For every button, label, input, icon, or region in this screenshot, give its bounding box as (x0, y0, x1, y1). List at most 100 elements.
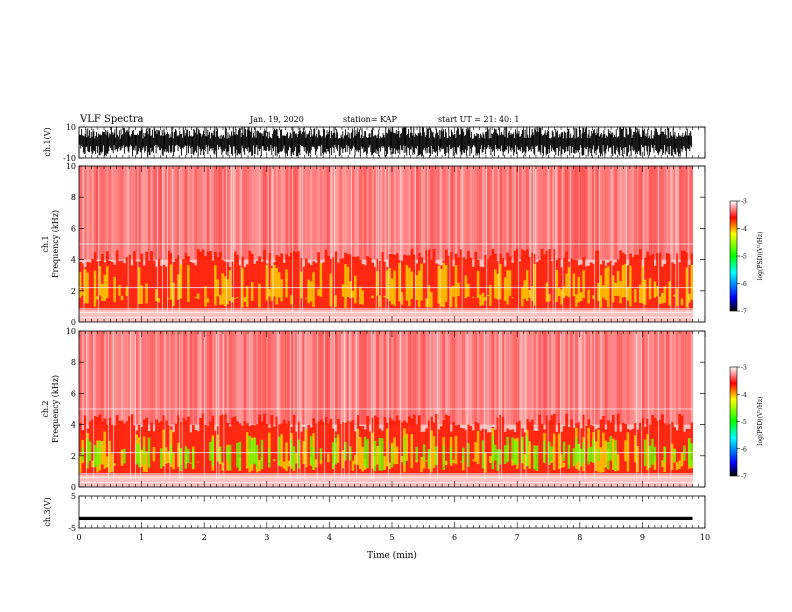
spectrogram-column (322, 331, 325, 425)
spectrogram-column (341, 166, 345, 260)
spectrogram-column (417, 166, 421, 260)
spectrogram-column (125, 286, 129, 297)
spectrogram-column (371, 166, 375, 260)
spectrogram-column (110, 166, 114, 260)
spectrogram-column (656, 166, 659, 260)
spectrogram-column (285, 269, 289, 298)
spectrogram-column (435, 414, 438, 475)
spectrogram-column (415, 446, 419, 461)
spectrogram-column (609, 436, 613, 461)
spectrogram-column (253, 437, 257, 465)
spectrogram-column (567, 444, 571, 469)
spectrogram-column (91, 259, 95, 310)
spectrogram-column (162, 264, 166, 310)
spectrogram-column (152, 166, 156, 260)
spectrogram-column (641, 166, 645, 260)
spectrogram-column (663, 446, 667, 463)
spectrogram-column (341, 331, 345, 425)
spectrogram-column (683, 166, 686, 260)
spectrogram-column (334, 331, 338, 425)
spectrogram-column (548, 249, 551, 310)
spectrogram-column (304, 166, 308, 260)
spectrogram-column (589, 166, 593, 260)
x-tick-label: 1 (139, 533, 144, 542)
spectrogram-column (575, 166, 578, 260)
spectrogram-column (378, 438, 382, 471)
spectrogram-column (300, 331, 303, 425)
spectrogram-column (125, 166, 129, 260)
spectrogram-column (356, 166, 360, 260)
spectrogram-column (361, 331, 365, 425)
spectrogram-column (427, 449, 431, 467)
spectrogram-column (133, 331, 136, 425)
spectrogram-column (376, 166, 379, 260)
spectrogram-column (543, 166, 546, 260)
spectrogram-column (236, 254, 239, 310)
spectrogram-column (270, 166, 274, 260)
spectrogram-column (125, 256, 129, 310)
spectrogram-column (437, 331, 441, 425)
spectrogram-column (641, 418, 645, 475)
spectrogram-column (150, 422, 153, 475)
spectrogram-column (560, 454, 564, 468)
colorbar-tick-label: -4 (741, 226, 747, 233)
spectrogram-column (287, 256, 291, 310)
spectrogram-column (567, 331, 571, 425)
y-tick-label: 8 (71, 193, 76, 202)
spectrogram-column (182, 166, 185, 260)
spectrogram-column (383, 331, 387, 425)
spectrogram-column (494, 269, 497, 299)
spectrogram-column (624, 263, 627, 298)
spectrogram-column (690, 443, 694, 467)
spectrogram-column (604, 166, 608, 260)
spectrogram-column (194, 166, 198, 260)
spectrogram-column (398, 331, 402, 425)
spectrogram-column (191, 448, 195, 469)
spectrogram-column (160, 421, 163, 475)
spectrogram-column (597, 282, 600, 301)
ch3-voltage-axis-label: ch.3(V) (43, 497, 52, 526)
spectrogram-column (130, 331, 134, 425)
spectrogram-column (665, 166, 669, 260)
spectrogram-column (177, 166, 180, 260)
spectrogram-column (135, 331, 139, 425)
spectrogram-column (462, 455, 465, 471)
spectrogram-column (378, 260, 382, 310)
spectrogram-column (383, 417, 387, 475)
spectrogram-column (93, 331, 97, 425)
spectrogram-column (167, 331, 171, 425)
spectrogram-column (351, 166, 355, 260)
spectrogram-column (309, 436, 313, 465)
spectrogram-column (599, 166, 603, 260)
spectrogram-column (189, 166, 193, 260)
spectrogram-column (403, 254, 406, 310)
spectrogram-column (172, 331, 176, 425)
spectrogram-column (513, 250, 517, 310)
spectrogram-column (395, 331, 399, 425)
spectrogram-column (277, 166, 281, 260)
spectrogram-column (344, 331, 348, 425)
spectrogram-column (486, 295, 490, 297)
ch1-colorbar-label: log(PSD)(V²/Hz) (757, 232, 764, 281)
spectrogram-column (351, 331, 355, 425)
spectrogram-column (238, 331, 242, 425)
spectrogram-column (297, 439, 301, 469)
spectrogram-column (523, 331, 527, 425)
spectrogram-column (196, 331, 200, 425)
spectrogram-column (592, 331, 596, 425)
spectrogram-column (435, 166, 438, 260)
spectrogram-column (614, 331, 618, 425)
spectrogram-column (201, 249, 205, 310)
spectrogram-column (543, 440, 546, 464)
spectrogram-column (616, 454, 620, 471)
spectrogram-column (322, 262, 325, 310)
spectrogram-column (496, 449, 500, 471)
spectrogram-column (400, 422, 404, 475)
y-tick-label: 10 (66, 162, 76, 171)
spectrogram-column (142, 166, 146, 260)
spectrogram-column (258, 331, 262, 425)
spectrogram-column (81, 331, 85, 425)
spectrogram-column (400, 166, 404, 260)
spectrogram-column (611, 275, 615, 303)
spectrogram-column (501, 416, 505, 475)
